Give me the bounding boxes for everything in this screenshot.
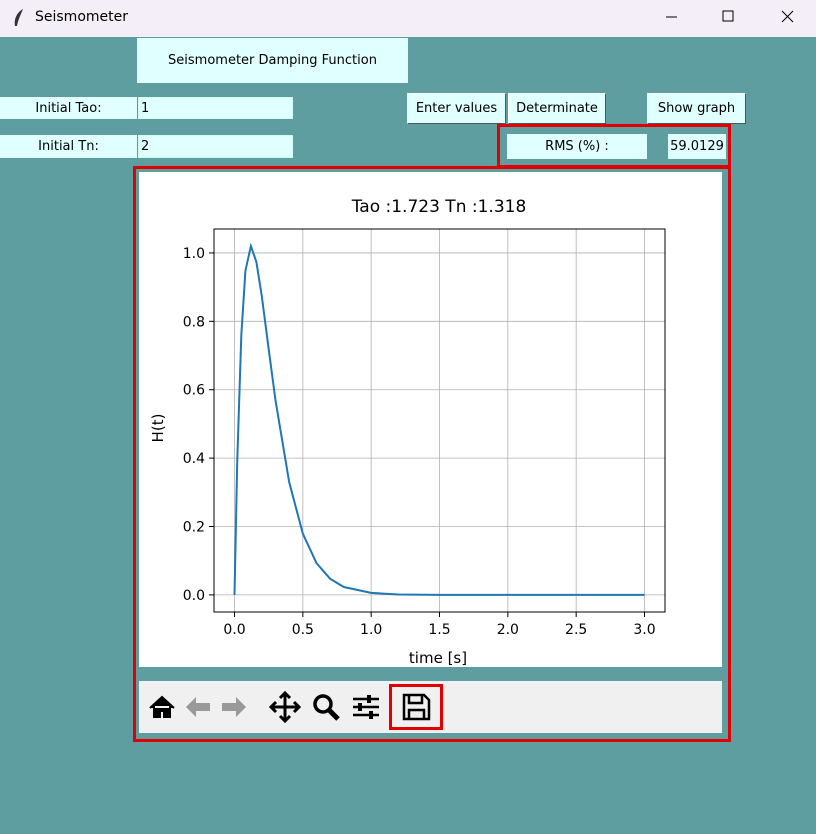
pan-button[interactable] <box>268 689 302 725</box>
y-tick-label: 0.4 <box>183 451 205 467</box>
enter-values-button[interactable]: Enter values <box>407 93 506 124</box>
y-axis-label: H(t) <box>149 414 167 443</box>
home-button[interactable] <box>145 689 179 725</box>
maximize-button[interactable] <box>722 10 734 22</box>
tao-input[interactable]: 1 <box>138 97 293 119</box>
header-label: Seismometer Damping Function <box>137 38 408 83</box>
rms-value: 59.0129 <box>668 134 726 159</box>
x-axis-label: time [s] <box>409 649 467 667</box>
x-tick-label: 2.5 <box>565 622 587 638</box>
y-tick-label: 0.0 <box>183 588 205 604</box>
show-graph-button[interactable]: Show graph <box>647 93 746 124</box>
x-tick-label: 1.5 <box>428 622 450 638</box>
x-tick-label: 1.0 <box>360 622 382 638</box>
forward-button[interactable] <box>217 689 251 725</box>
y-tick-label: 0.8 <box>183 314 205 330</box>
x-tick-label: 0.5 <box>292 622 314 638</box>
save-button[interactable] <box>399 689 433 725</box>
tn-label: Initial Tn: <box>0 135 137 158</box>
chart-title: Tao :1.723 Tn :1.318 <box>351 197 527 217</box>
y-tick-label: 1.0 <box>183 246 205 262</box>
rms-label: RMS (%) : <box>507 134 647 159</box>
x-tick-label: 0.0 <box>223 622 245 638</box>
y-tick-label: 0.2 <box>183 520 205 536</box>
determinate-button[interactable]: Determinate <box>508 93 606 124</box>
configure-button[interactable] <box>349 689 383 725</box>
data-line <box>233 242 645 596</box>
tao-label: Initial Tao: <box>0 97 137 119</box>
zoom-button[interactable] <box>309 689 343 725</box>
title-bar: Seismometer <box>0 0 816 37</box>
close-button[interactable] <box>781 10 794 23</box>
highlight-box <box>389 684 443 730</box>
axes-frame <box>213 228 666 613</box>
window-controls <box>666 10 794 23</box>
y-tick-label: 0.6 <box>183 383 205 399</box>
back-button[interactable] <box>181 689 215 725</box>
x-tick-label: 3.0 <box>633 622 655 638</box>
window-title: Seismometer <box>35 9 128 25</box>
highlight-box <box>133 166 731 742</box>
plot-figure: Tao :1.723 Tn :1.318 time [s] H(t) 0.0 0.… <box>139 172 722 667</box>
x-tick-label: 2.0 <box>497 622 519 638</box>
tn-input[interactable]: 2 <box>138 135 293 158</box>
app-icon <box>14 9 23 26</box>
